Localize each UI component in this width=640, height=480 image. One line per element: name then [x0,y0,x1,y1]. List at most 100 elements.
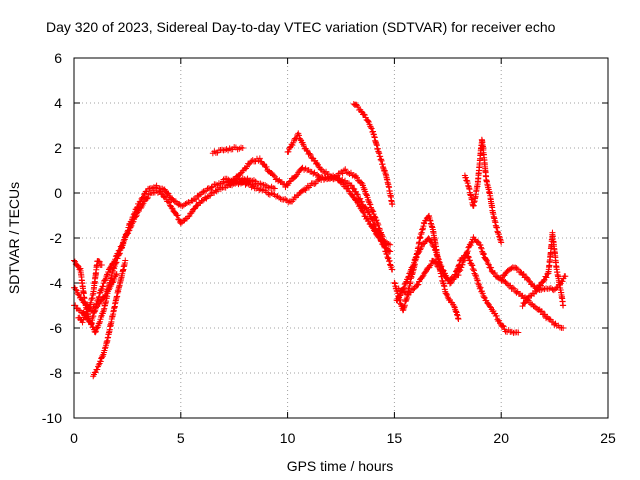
y-tick-label: 6 [54,50,62,66]
data-point [500,323,507,330]
data-point [428,239,435,246]
data-point [560,302,567,309]
data-point [474,277,481,284]
data-point [285,148,292,155]
data-point [199,189,206,196]
data-point [360,209,367,216]
data-point [402,279,409,286]
data-point [399,289,406,296]
data-point [457,267,464,274]
data-point [502,278,509,285]
series-track-7 [226,155,394,255]
data-point [448,279,455,286]
data-point [115,250,122,257]
data-point [72,302,79,309]
data-point [290,139,297,146]
data-point [498,239,505,246]
data-point [464,249,471,256]
data-point [430,243,437,250]
series-track-5 [75,258,105,326]
data-point [237,170,244,177]
data-point [468,239,475,246]
data-point [92,303,99,310]
data-point [307,151,314,158]
data-point [212,187,219,194]
data-point [342,166,349,173]
data-point [311,181,318,188]
data-point [306,150,313,157]
data-point [105,269,112,276]
data-point [174,212,181,219]
data-point [483,256,490,263]
data-point [249,157,256,164]
tick-labels: 0 5 10 15 20 25 -10 -8 -6 -4 -2 0 2 4 6 [42,50,616,446]
data-point [479,250,486,257]
data-point [360,111,367,118]
data-point [514,266,521,273]
data-point [78,296,85,303]
data-point [137,205,144,212]
data-point [353,191,360,198]
data-point [436,263,443,270]
data-point [422,269,429,276]
y-tick-label: 4 [54,95,62,111]
data-point [370,208,377,215]
data-point [478,244,485,251]
data-point [271,185,278,192]
data-point [477,284,484,291]
series-track-2 [71,178,259,327]
data-point [123,231,130,238]
data-point [469,262,476,269]
grid-lines [74,58,608,418]
data-point [369,216,376,223]
y-tick-label: -8 [50,365,63,381]
series-track-12 [393,235,522,336]
data-point [366,201,373,208]
data-point [74,262,81,269]
data-point [121,236,128,243]
data-point [468,261,475,268]
data-point [96,258,103,265]
data-point [525,277,532,284]
series-track-16 [519,229,567,310]
data-point [496,317,503,324]
data-point [543,274,550,281]
data-point [119,241,126,248]
data-point [520,270,527,277]
data-point [405,273,412,280]
data-point [98,297,105,304]
data-point [411,259,418,266]
data-point [427,262,434,269]
x-tick-label: 15 [387,430,403,446]
data-point [92,329,99,336]
data-point [208,184,215,191]
data-point [493,312,500,319]
data-point [464,248,471,255]
data-point [323,168,330,175]
y-tick-label: -2 [50,230,63,246]
data-point [470,266,477,273]
data-point [98,262,105,268]
data-point [354,199,361,206]
data-point [185,213,192,220]
data-point [354,191,361,198]
data-point [515,329,522,336]
data-point [93,325,100,332]
data-point [484,260,491,267]
data-point [474,277,481,284]
data-point [481,294,488,301]
data-point [488,264,495,271]
data-point [466,257,473,264]
data-point [193,196,200,203]
data-point [127,223,134,230]
data-point [381,244,388,251]
data-point [415,281,422,288]
y-tick-label: -6 [50,320,63,336]
data-point [434,252,441,259]
data-point [396,292,403,299]
data-point [359,208,366,215]
data-point [413,254,420,261]
data-point [389,201,396,208]
data-point [414,282,421,289]
